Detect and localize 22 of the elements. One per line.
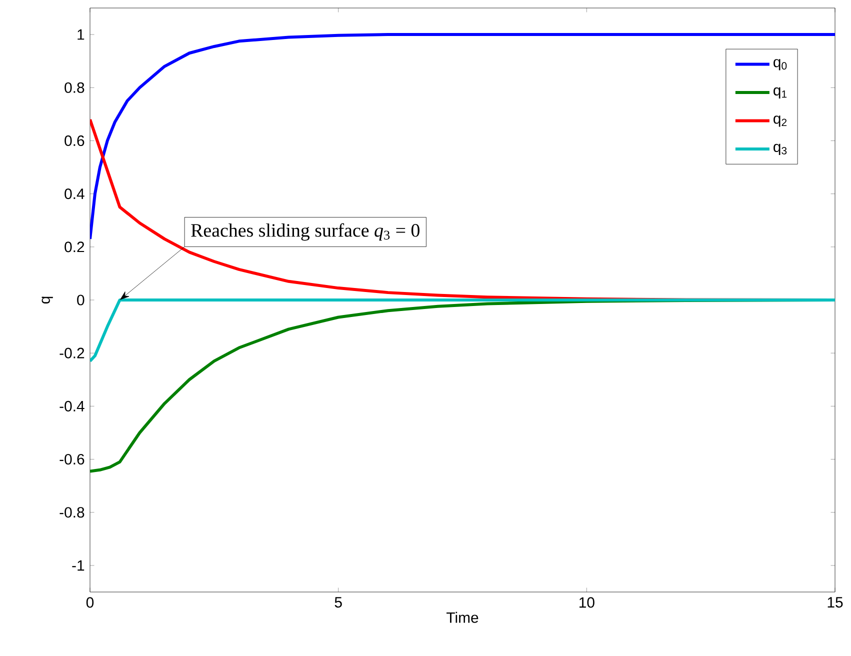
y-tick-label: 1 <box>78 29 84 40</box>
x-tick-label: 5 <box>334 597 342 608</box>
legend-label: q$_{2}$ <box>774 116 787 127</box>
annotation: Reaches sliding surface q$_{3}$ = 0 <box>191 223 420 241</box>
x-tick-label: 15 <box>828 597 843 608</box>
y-tick-label: -1 <box>72 560 84 571</box>
y-tick-label: 0.8 <box>64 82 84 93</box>
x-tick-label: 10 <box>580 597 594 608</box>
x-tick-label: 0 <box>86 597 94 608</box>
y-tick-label: -0.2 <box>60 348 84 358</box>
legend-label: q$_{3}$ <box>774 144 787 156</box>
y-axis-title: q <box>42 296 53 304</box>
y-tick-label: -0.4 <box>60 400 84 412</box>
legend-label: q$_{1}$ <box>774 87 787 98</box>
x-axis-title: Time <box>446 612 478 623</box>
y-tick-label: 0 <box>77 294 84 306</box>
y-tick-label: 0.6 <box>64 135 84 146</box>
y-tick-label: -0.6 <box>60 454 84 465</box>
legend-label: q$_{0}$ <box>774 59 787 70</box>
y-tick-label: 0.4 <box>64 188 84 200</box>
y-tick-label: -0.8 <box>60 507 84 518</box>
y-tick-label: 0.2 <box>64 242 84 252</box>
